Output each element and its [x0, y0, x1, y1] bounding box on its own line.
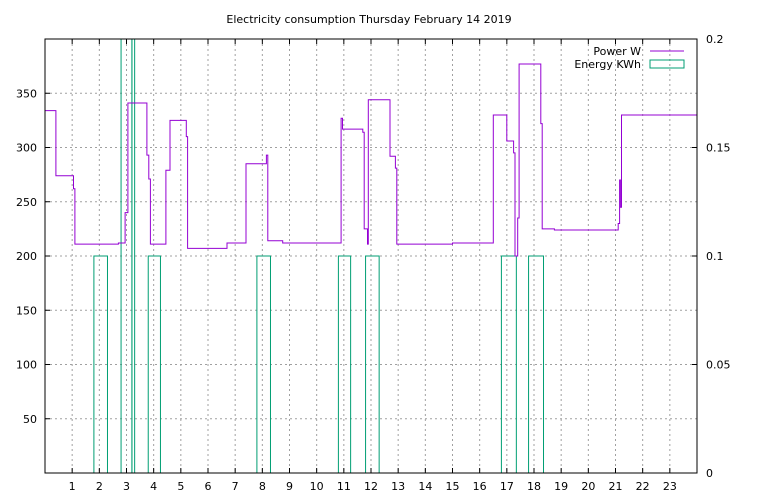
x-tick-label: 11 — [337, 480, 351, 493]
x-tick-label: 19 — [554, 480, 568, 493]
y-tick-label: 150 — [16, 304, 37, 317]
energy-bar — [256, 255, 271, 473]
legend-energy-swatch — [649, 59, 685, 69]
y-tick-label: 200 — [16, 250, 37, 263]
energy-bar — [337, 255, 352, 473]
chart-title: Electricity consumption Thursday Februar… — [226, 13, 511, 26]
y-tick-label: 300 — [16, 142, 37, 155]
x-tick-label: 17 — [500, 480, 514, 493]
x-tick-label: 18 — [527, 480, 541, 493]
y2-tick-label: 0.1 — [706, 250, 724, 263]
x-tick-label: 6 — [205, 480, 212, 493]
x-tick-label: 22 — [636, 480, 650, 493]
x-tick-label: 13 — [391, 480, 405, 493]
power-line — [45, 63, 697, 257]
energy-bar — [365, 255, 380, 473]
legend-energy-label: Energy KWh — [574, 58, 641, 71]
x-tick-label: 14 — [418, 480, 432, 493]
x-tick-label: 20 — [581, 480, 595, 493]
energy-bar — [131, 38, 136, 473]
x-tick-label: 5 — [177, 480, 184, 493]
y2-tick-label: 0.15 — [706, 142, 731, 155]
x-tick-label: 2 — [96, 480, 103, 493]
x-tick-label: 23 — [663, 480, 677, 493]
x-tick-label: 16 — [473, 480, 487, 493]
legend-power-label: Power W — [593, 45, 641, 58]
energy-bar — [93, 255, 108, 473]
x-tick-label: 10 — [310, 480, 324, 493]
energy-bar — [500, 255, 517, 473]
y-tick-label: 350 — [16, 87, 37, 100]
x-tick-label: 21 — [609, 480, 623, 493]
y2-tick-label: 0 — [706, 467, 713, 480]
x-tick-label: 12 — [364, 480, 378, 493]
y-tick-label: 100 — [16, 359, 37, 372]
y-tick-label: 250 — [16, 196, 37, 209]
legend: Power W Energy KWh — [574, 45, 685, 71]
power-series — [45, 63, 697, 257]
x-tick-label: 7 — [232, 480, 239, 493]
axes: 1 2 3 4 5 6 7 8 9 10 11 12 13 14 15 16 17 18 19 20 21 22 23501… — [16, 33, 731, 493]
x-tick-label: 8 — [259, 480, 266, 493]
y2-tick-label: 0.2 — [706, 33, 724, 46]
x-tick-label: 15 — [446, 480, 460, 493]
plot-border — [44, 38, 698, 474]
y2-tick-label: 0.05 — [706, 359, 731, 372]
energy-bar — [528, 255, 545, 473]
x-tick-label: 4 — [150, 480, 157, 493]
energy-bar — [147, 255, 161, 473]
x-tick-label: 9 — [286, 480, 293, 493]
x-tick-label: 1 — [69, 480, 76, 493]
x-tick-label: 3 — [123, 480, 130, 493]
y-tick-label: 50 — [23, 413, 37, 426]
